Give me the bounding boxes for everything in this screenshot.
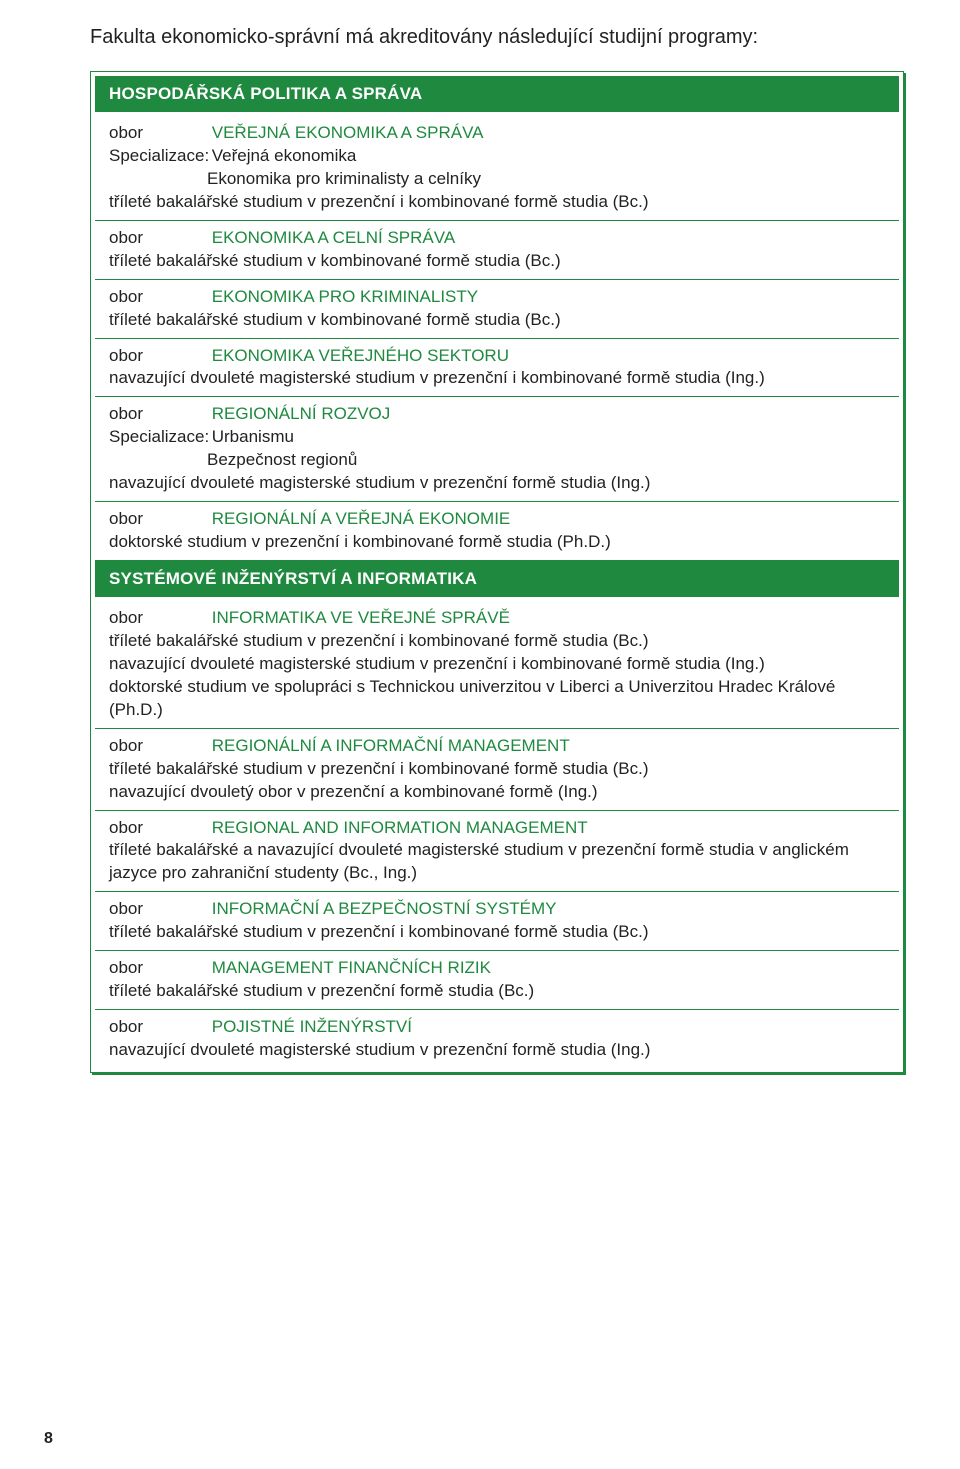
entry-desc: tříleté bakalářské studium v kombinované… (109, 309, 885, 332)
entry-desc: navazující dvouleté magisterské studium … (109, 367, 885, 390)
obor-label: obor (109, 122, 207, 145)
spec-value: Urbanismu (212, 427, 294, 446)
program-entry: obor POJISTNÉ INŽENÝRSTVÍ navazující dvo… (95, 1010, 899, 1068)
entry-desc: doktorské studium v prezenční i kombinov… (109, 531, 885, 554)
obor-name: INFORMATIKA VE VEŘEJNÉ SPRÁVĚ (212, 608, 510, 627)
obor-name: POJISTNÉ INŽENÝRSTVÍ (212, 1017, 412, 1036)
entry-desc: navazující dvouletý obor v prezenční a k… (109, 781, 885, 804)
entry-desc: tříleté bakalářské studium v prezenční i… (109, 191, 885, 214)
obor-label: obor (109, 345, 207, 368)
obor-label: obor (109, 817, 207, 840)
obor-label: obor (109, 403, 207, 426)
obor-name: EKONOMIKA A CELNÍ SPRÁVA (212, 228, 455, 247)
intro-text: Fakulta ekonomicko-správní má akreditová… (90, 26, 904, 49)
obor-name: REGIONÁLNÍ A INFORMAČNÍ MANAGEMENT (212, 736, 570, 755)
spec-value: Veřejná ekonomika (212, 146, 357, 165)
obor-label: obor (109, 227, 207, 250)
program-entry: obor REGIONÁLNÍ ROZVOJ Specializace: Urb… (95, 397, 899, 502)
page-number: 8 (44, 1430, 53, 1448)
entry-desc: tříleté bakalářské studium v prezenční i… (109, 630, 885, 653)
obor-name: REGIONAL AND INFORMATION MANAGEMENT (212, 818, 588, 837)
spec-label: Specializace: (109, 426, 207, 449)
obor-label: obor (109, 735, 207, 758)
obor-label: obor (109, 286, 207, 309)
program-entry: obor INFORMATIKA VE VEŘEJNÉ SPRÁVĚ tříle… (95, 601, 899, 729)
entry-desc: tříleté bakalářské a navazující dvouleté… (109, 839, 885, 885)
entry-desc: tříleté bakalářské studium v prezenční f… (109, 980, 885, 1003)
entry-desc: tříleté bakalářské studium v prezenční i… (109, 921, 885, 944)
section-title: SYSTÉMOVÉ INŽENÝRSTVÍ A INFORMATIKA (95, 561, 899, 597)
program-entry: obor VEŘEJNÁ EKONOMIKA A SPRÁVA Speciali… (95, 116, 899, 221)
spec-value: Ekonomika pro kriminalisty a celníky (109, 168, 885, 191)
entry-desc: doktorské studium ve spolupráci s Techni… (109, 676, 885, 722)
spec-label: Specializace: (109, 145, 207, 168)
obor-name: EKONOMIKA PRO KRIMINALISTY (212, 287, 478, 306)
program-entry: obor REGIONAL AND INFORMATION MANAGEMENT… (95, 811, 899, 893)
obor-label: obor (109, 957, 207, 980)
section-title: HOSPODÁŘSKÁ POLITIKA A SPRÁVA (95, 76, 899, 112)
programs-table: HOSPODÁŘSKÁ POLITIKA A SPRÁVA obor VEŘEJ… (90, 71, 904, 1073)
obor-label: obor (109, 607, 207, 630)
obor-label: obor (109, 508, 207, 531)
entry-desc: navazující dvouleté magisterské studium … (109, 653, 885, 676)
program-entry: obor REGIONÁLNÍ A VEŘEJNÁ EKONOMIE dokto… (95, 502, 899, 561)
program-entry: obor INFORMAČNÍ A BEZPEČNOSTNÍ SYSTÉMY t… (95, 892, 899, 951)
obor-name: MANAGEMENT FINANČNÍCH RIZIK (212, 958, 491, 977)
obor-name: EKONOMIKA VEŘEJNÉHO SEKTORU (212, 346, 509, 365)
obor-name: REGIONÁLNÍ A VEŘEJNÁ EKONOMIE (212, 509, 511, 528)
program-entry: obor EKONOMIKA PRO KRIMINALISTY tříleté … (95, 280, 899, 339)
obor-name: VEŘEJNÁ EKONOMIKA A SPRÁVA (212, 123, 484, 142)
entry-desc: tříleté bakalářské studium v prezenční i… (109, 758, 885, 781)
program-entry: obor REGIONÁLNÍ A INFORMAČNÍ MANAGEMENT … (95, 729, 899, 811)
spec-value: Bezpečnost regionů (109, 449, 885, 472)
obor-name: INFORMAČNÍ A BEZPEČNOSTNÍ SYSTÉMY (212, 899, 557, 918)
entry-desc: navazující dvouleté magisterské studium … (109, 1039, 885, 1062)
obor-name: REGIONÁLNÍ ROZVOJ (212, 404, 391, 423)
program-entry: obor MANAGEMENT FINANČNÍCH RIZIK tříleté… (95, 951, 899, 1010)
program-entry: obor EKONOMIKA VEŘEJNÉHO SEKTORU navazuj… (95, 339, 899, 398)
obor-label: obor (109, 898, 207, 921)
program-entry: obor EKONOMIKA A CELNÍ SPRÁVA tříleté ba… (95, 221, 899, 280)
entry-desc: navazující dvouleté magisterské studium … (109, 472, 885, 495)
entry-desc: tříleté bakalářské studium v kombinované… (109, 250, 885, 273)
obor-label: obor (109, 1016, 207, 1039)
